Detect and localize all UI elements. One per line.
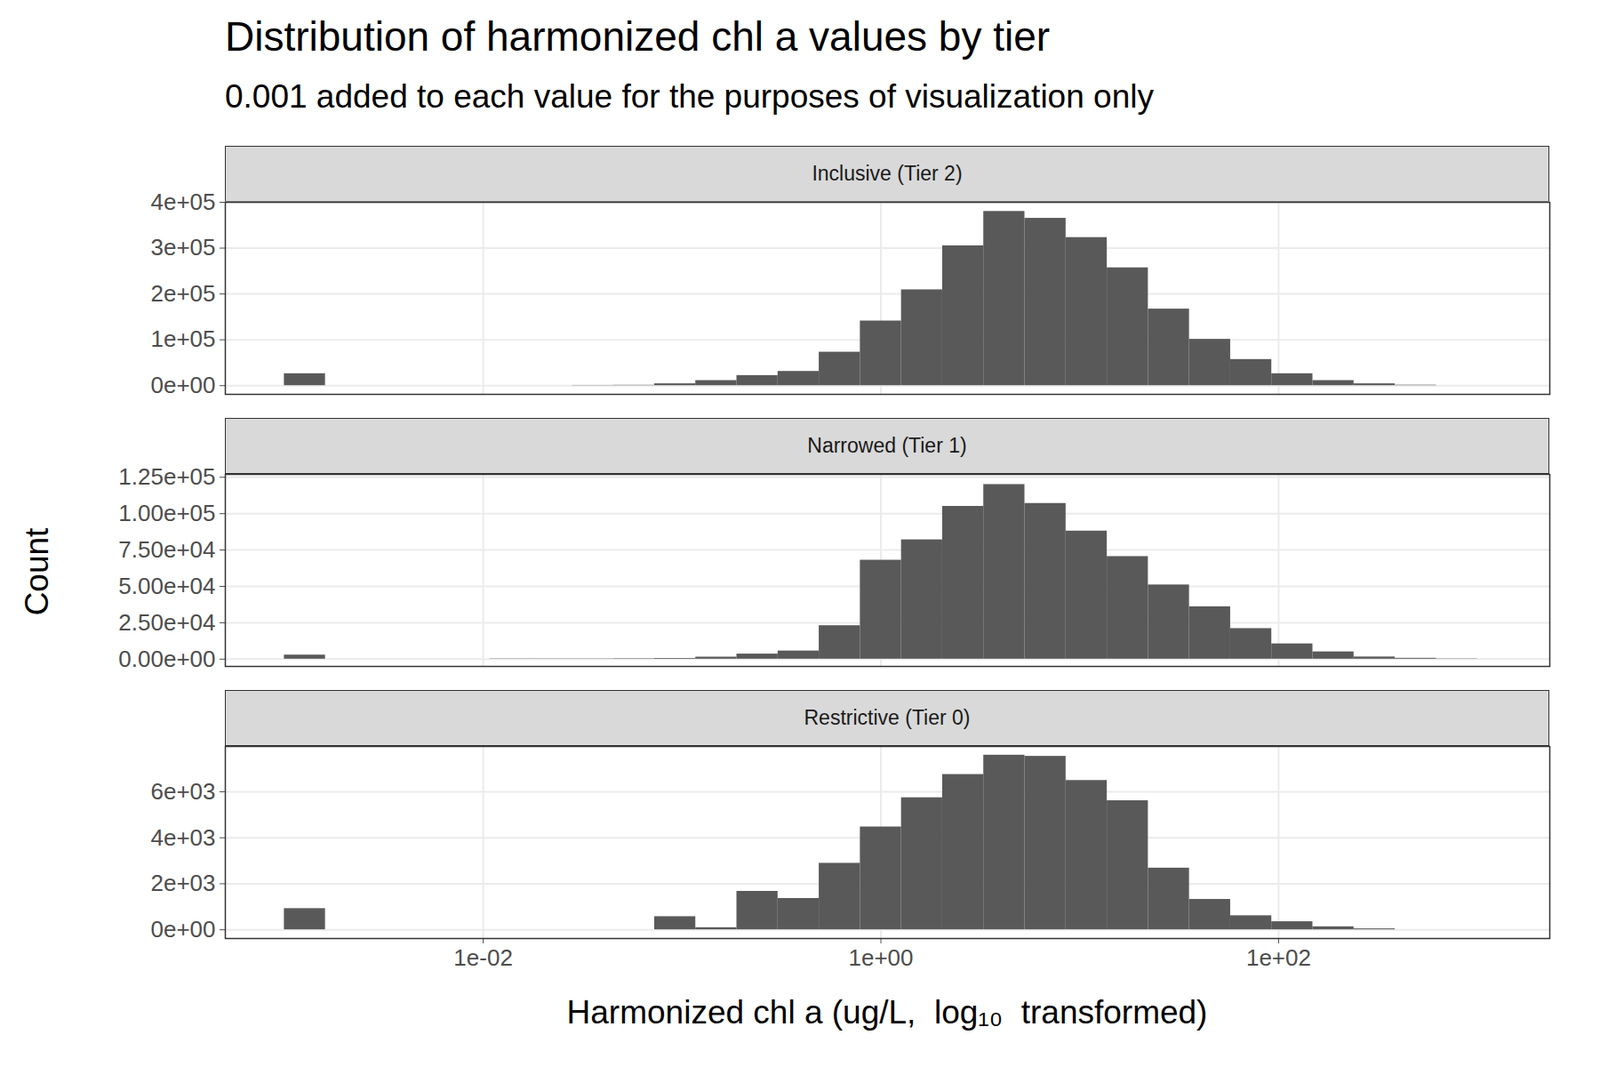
svg-text:0e+00: 0e+00: [150, 915, 216, 943]
svg-text:1.00e+05: 1.00e+05: [118, 499, 216, 527]
svg-text:2.50e+04: 2.50e+04: [118, 608, 216, 636]
html-text:Distribution of harmonized chl: Distribution of harmonized chl a values …: [224, 13, 1050, 60]
svg-text:1e+05: 1e+05: [150, 325, 216, 352]
svg-text:0.00e+00: 0.00e+00: [118, 645, 216, 672]
svg-text:5.00e+04: 5.00e+04: [118, 572, 216, 600]
svg-text:7.50e+04: 7.50e+04: [118, 536, 216, 563]
html-text:Narrowed (Tier 1): Narrowed (Tier 1): [807, 433, 967, 457]
svg-text:4e+03: 4e+03: [150, 824, 216, 851]
svg-text:0e+00: 0e+00: [150, 371, 216, 399]
html-text:Inclusive (Tier 2): Inclusive (Tier 2): [811, 161, 963, 185]
html-text:Harmonized chl a (ug/L, log₁₀: Harmonized chl a (ug/L, log₁₀ transforme…: [566, 993, 1208, 1031]
html-text:Restrictive (Tier 0): Restrictive (Tier 0): [804, 705, 971, 729]
svg-text:2e+05: 2e+05: [150, 280, 216, 307]
svg-text:2e+03: 2e+03: [150, 869, 216, 896]
svg-text:1e+02: 1e+02: [1246, 944, 1312, 971]
svg-text:3e+05: 3e+05: [150, 233, 216, 261]
svg-text:1e+00: 1e+00: [848, 944, 914, 971]
html-text:Count: Count: [18, 527, 56, 616]
svg-text:6e+03: 6e+03: [150, 777, 216, 805]
html-text:0.001 added to each value for: 0.001 added to each value for the purpos…: [224, 78, 1154, 115]
svg-text:4e+05: 4e+05: [150, 188, 216, 216]
svg-text:1.25e+05: 1.25e+05: [118, 463, 216, 490]
svg-text:1e-02: 1e-02: [453, 944, 513, 971]
